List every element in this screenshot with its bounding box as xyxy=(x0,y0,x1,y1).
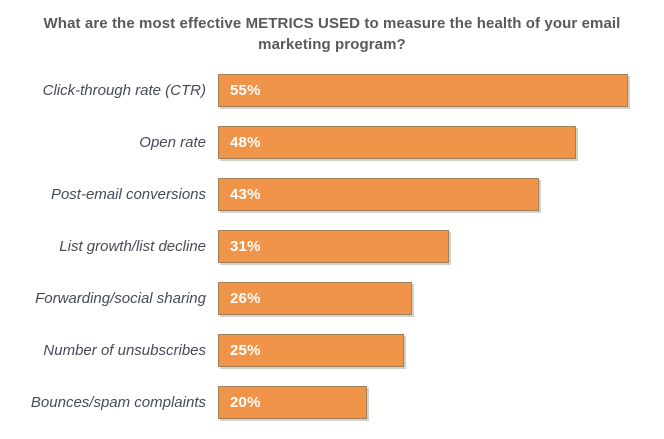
category-label: Post-email conversions xyxy=(50,186,206,203)
bar: 31% xyxy=(218,230,449,263)
bar: 48% xyxy=(218,126,576,159)
bar-row: Click-through rate (CTR) 55% xyxy=(0,73,664,108)
category-label: Bounces/spam complaints xyxy=(30,394,206,411)
category-label: Click-through rate (CTR) xyxy=(42,82,206,99)
chart-rows: Click-through rate (CTR) 55% Open rate 48% P… xyxy=(0,73,664,420)
bar: 55% xyxy=(218,74,628,107)
bar: 43% xyxy=(218,178,539,211)
value-label: 31% xyxy=(230,238,261,255)
category-label: Open rate xyxy=(139,134,206,151)
value-label: 26% xyxy=(230,290,261,307)
bar: 25% xyxy=(218,334,404,367)
bar-chart: What are the most effective METRICS USED… xyxy=(0,13,664,439)
bar: 26% xyxy=(218,282,412,315)
category-label: Number of unsubscribes xyxy=(43,342,206,359)
bar: 20% xyxy=(218,386,367,419)
bar-row: Bounces/spam complaints 20% xyxy=(0,385,664,420)
bar-row: List growth/list decline 31% xyxy=(0,229,664,264)
bar-row: Forwarding/social sharing 26% xyxy=(0,281,664,316)
chart-title: What are the most effective METRICS USED… xyxy=(43,15,621,53)
value-label: 55% xyxy=(230,82,261,99)
bar-row: Number of unsubscribes 25% xyxy=(0,333,664,368)
value-label: 48% xyxy=(230,134,261,151)
value-label: 20% xyxy=(230,394,261,411)
category-label: List growth/list decline xyxy=(59,238,206,255)
bar-row: Open rate 48% xyxy=(0,125,664,160)
value-label: 25% xyxy=(230,342,261,359)
bar-row: Post-email conversions 43% xyxy=(0,177,664,212)
category-label: Forwarding/social sharing xyxy=(35,290,206,307)
value-label: 43% xyxy=(230,186,261,203)
